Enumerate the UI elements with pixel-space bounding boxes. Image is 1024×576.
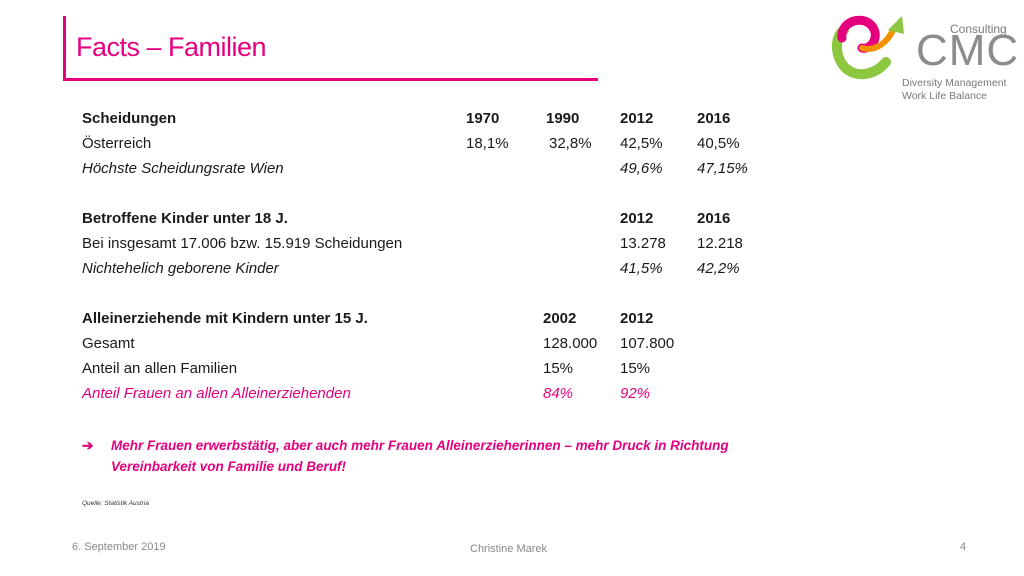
kinder-header-row: Betroffene Kinder unter 18 J. 2012 2016 <box>0 208 1024 230</box>
kinder-heading: Betroffene Kinder unter 18 J. <box>82 210 288 227</box>
row-label: Gesamt <box>82 335 135 352</box>
source-note: Quelle: Statistik Austria <box>82 500 149 507</box>
insgesamt-row: Bei insgesamt 17.006 bzw. 15.919 Scheidu… <box>0 233 1024 255</box>
year-2012: 2012 <box>620 110 654 127</box>
year-1990: 1990 <box>546 110 580 127</box>
value-1970: 18,1% <box>466 135 509 152</box>
cmc-logo: Consulting CMC Diversity Management Work… <box>832 8 1018 108</box>
value-2002: 15% <box>543 360 574 377</box>
row-label: Bei insgesamt 17.006 bzw. 15.919 Scheidu… <box>82 235 403 252</box>
frauen-row: Anteil Frauen an allen Alleinerziehenden… <box>0 383 1024 405</box>
row-label: Nichtehelich geborene Kinder <box>82 260 279 277</box>
row-label: Höchste Scheidungsrate Wien <box>82 160 284 177</box>
alleinerziehende-header-row: Alleinerziehende mit Kindern unter 15 J.… <box>0 308 1024 330</box>
wien-row: Höchste Scheidungsrate Wien 49,6% 47,15% <box>0 158 1024 180</box>
value-2012: 49,6% <box>620 160 663 177</box>
logo-consulting: Consulting <box>950 22 1007 36</box>
year-2016: 2016 <box>697 210 731 227</box>
value-2012: 15% <box>620 360 651 377</box>
value-2002: 128.000 <box>543 335 598 352</box>
year-2012: 2012 <box>620 210 654 227</box>
row-label: Österreich <box>82 135 152 152</box>
arrow-right-icon: ➔ <box>82 438 94 453</box>
scheidungen-header-row: Scheidungen 1970 1990 2012 2016 <box>0 108 1024 130</box>
value-2012: 42,5% <box>620 135 663 152</box>
row-label: Anteil an allen Familien <box>82 360 238 377</box>
conclusion-line-1: Mehr Frauen erwerbstätig, aber auch mehr… <box>111 438 729 453</box>
conclusion-line-2: Vereinbarkeit von Familie und Beruf! <box>111 459 347 474</box>
row-label: Anteil Frauen an allen Alleinerziehenden <box>82 385 351 402</box>
nichtehelich-row: Nichtehelich geborene Kinder 41,5% 42,2% <box>0 258 1024 280</box>
slide-title: Facts – Familien <box>76 32 267 62</box>
value-2012: 107.800 <box>620 335 675 352</box>
value-2016: 42,2% <box>697 260 740 277</box>
year-2012: 2012 <box>620 310 654 327</box>
title-underline <box>63 78 598 81</box>
value-2016: 12.218 <box>697 235 743 252</box>
title-bracket-vertical <box>63 16 66 78</box>
logo-tagline-1: Diversity Management <box>902 77 1007 89</box>
oesterreich-row: Österreich 18,1% 32,8% 42,5% 40,5% <box>0 133 1024 155</box>
scheidungen-heading: Scheidungen <box>82 110 177 127</box>
value-2012: 41,5% <box>620 260 663 277</box>
footer-page-number: 4 <box>960 541 967 553</box>
year-1970: 1970 <box>466 110 500 127</box>
value-2016: 47,15% <box>697 160 748 177</box>
logo-brand: CMC <box>916 26 1020 75</box>
anteil-row: Anteil an allen Familien 15% 15% <box>0 358 1024 380</box>
footer-author: Christine Marek <box>470 543 548 555</box>
value-2016: 40,5% <box>697 135 740 152</box>
alleinerziehende-heading: Alleinerziehende mit Kindern unter 15 J. <box>82 310 368 327</box>
footer-date: 6. September 2019 <box>72 541 166 553</box>
gesamt-row: Gesamt 128.000 107.800 <box>0 333 1024 355</box>
year-2016: 2016 <box>697 110 731 127</box>
value-1990: 32,8% <box>549 135 592 152</box>
value-2012: 92% <box>620 385 651 402</box>
logo-tagline-2: Work Life Balance <box>902 90 988 102</box>
logo-swirl-icon <box>832 15 904 80</box>
value-2002: 84% <box>543 385 574 402</box>
year-2002: 2002 <box>543 310 577 327</box>
value-2012: 13.278 <box>620 235 666 252</box>
